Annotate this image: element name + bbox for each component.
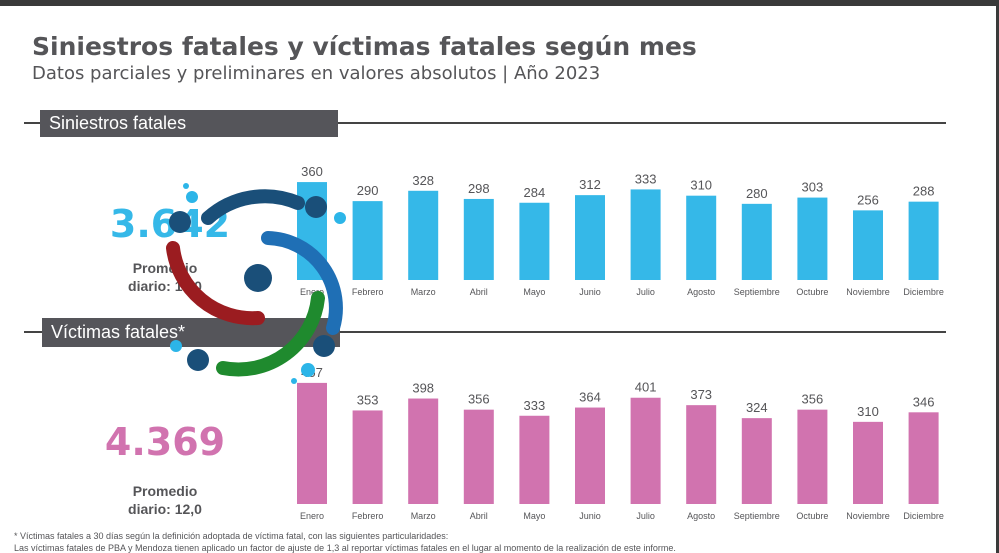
section-rule-siniestros — [24, 122, 946, 124]
data-label: 398 — [412, 381, 434, 396]
bar-diciembre — [908, 201, 939, 280]
bar-noviembre — [853, 210, 883, 280]
data-label: 310 — [857, 404, 879, 419]
data-label: 401 — [635, 380, 657, 395]
bar-mayo — [519, 415, 550, 504]
bar-octubre — [797, 197, 828, 280]
category-label: Enero — [300, 287, 324, 297]
data-label: 310 — [690, 178, 712, 193]
footnote-line1: * Víctimas fatales a 30 días según la de… — [14, 531, 449, 541]
agency-logo-icon — [166, 183, 346, 384]
category-label: Julio — [636, 511, 655, 521]
bar-agosto — [686, 195, 717, 280]
category-label: Abril — [470, 287, 488, 297]
bar-noviembre — [853, 421, 883, 504]
victimas-total: 4.369 — [104, 420, 226, 464]
category-label: Noviembre — [846, 287, 890, 297]
category-label: Junio — [579, 287, 601, 297]
category-label: Diciembre — [903, 287, 944, 297]
bar-julio — [630, 397, 661, 504]
category-label: Enero — [300, 511, 324, 521]
category-label: Mayo — [523, 287, 545, 297]
category-label: Mayo — [523, 511, 545, 521]
category-label: Marzo — [411, 511, 436, 521]
data-label: 373 — [690, 387, 712, 402]
bar-julio — [630, 189, 661, 280]
data-label: 356 — [802, 392, 824, 407]
bar-marzo — [408, 398, 439, 504]
data-label: 356 — [468, 392, 490, 407]
victimas-caption-line2: diario: 12,0 — [128, 501, 202, 517]
data-label: 288 — [913, 184, 935, 199]
category-label: Septiembre — [734, 511, 780, 521]
category-label: Septiembre — [734, 287, 780, 297]
category-label: Junio — [579, 511, 601, 521]
bar-agosto — [686, 405, 717, 504]
page-title: Siniestros fatales y víctimas fatales se… — [32, 32, 697, 61]
category-label: Agosto — [687, 287, 715, 297]
bar-septiembre — [741, 418, 772, 504]
bar-octubre — [797, 409, 828, 504]
data-label: 324 — [746, 400, 768, 415]
data-label: 333 — [524, 398, 546, 413]
category-label: Febrero — [352, 511, 384, 521]
bar-abril — [463, 409, 494, 504]
bar-febrero — [352, 410, 383, 504]
data-label: 298 — [468, 181, 490, 196]
data-label: 303 — [802, 180, 824, 195]
category-label: Agosto — [687, 511, 715, 521]
bar-junio — [575, 195, 605, 280]
data-label: 353 — [357, 392, 379, 407]
victimas-caption: Promedio diario: 12,0 — [95, 482, 235, 518]
slide: Siniestros fatales y víctimas fatales se… — [0, 6, 996, 553]
bar-junio — [575, 407, 605, 504]
category-label: Diciembre — [903, 511, 944, 521]
category-label: Marzo — [411, 287, 436, 297]
section-tab-siniestros: Siniestros fatales — [40, 110, 338, 137]
page-subtitle: Datos parciales y preliminares en valore… — [32, 63, 601, 84]
section-rule-victimas — [24, 331, 946, 333]
bar-marzo — [408, 190, 439, 280]
bar-enero — [297, 382, 327, 504]
victimas-caption-line1: Promedio — [132, 483, 198, 499]
bar-abril — [463, 198, 494, 280]
category-label: Octubre — [796, 511, 828, 521]
bar-septiembre — [741, 203, 772, 280]
data-label: 333 — [635, 171, 657, 186]
category-label: Julio — [636, 287, 655, 297]
data-label: 312 — [579, 177, 601, 192]
data-label: 290 — [357, 183, 379, 198]
victimas-bar-chart: 457Enero353Febrero398Marzo356Abril333May… — [297, 365, 944, 521]
data-label: 256 — [857, 192, 879, 207]
data-label: 328 — [412, 173, 434, 188]
footnote-line2: Las víctimas fatales de PBA y Mendoza ti… — [14, 543, 676, 553]
category-label: Noviembre — [846, 511, 890, 521]
bar-mayo — [519, 202, 550, 280]
data-label: 346 — [913, 394, 935, 409]
data-label: 284 — [524, 185, 546, 200]
bar-diciembre — [908, 412, 939, 504]
category-label: Febrero — [352, 287, 384, 297]
category-label: Octubre — [796, 287, 828, 297]
siniestros-bar-chart: 360 Enero 290 Febrero 328 Marzo 298 Abril 284 May… — [297, 164, 944, 297]
bar-febrero — [352, 201, 383, 280]
data-label: 364 — [579, 390, 601, 405]
data-label: 360 — [301, 164, 323, 179]
data-label: 280 — [746, 186, 768, 201]
category-label: Abril — [470, 511, 488, 521]
